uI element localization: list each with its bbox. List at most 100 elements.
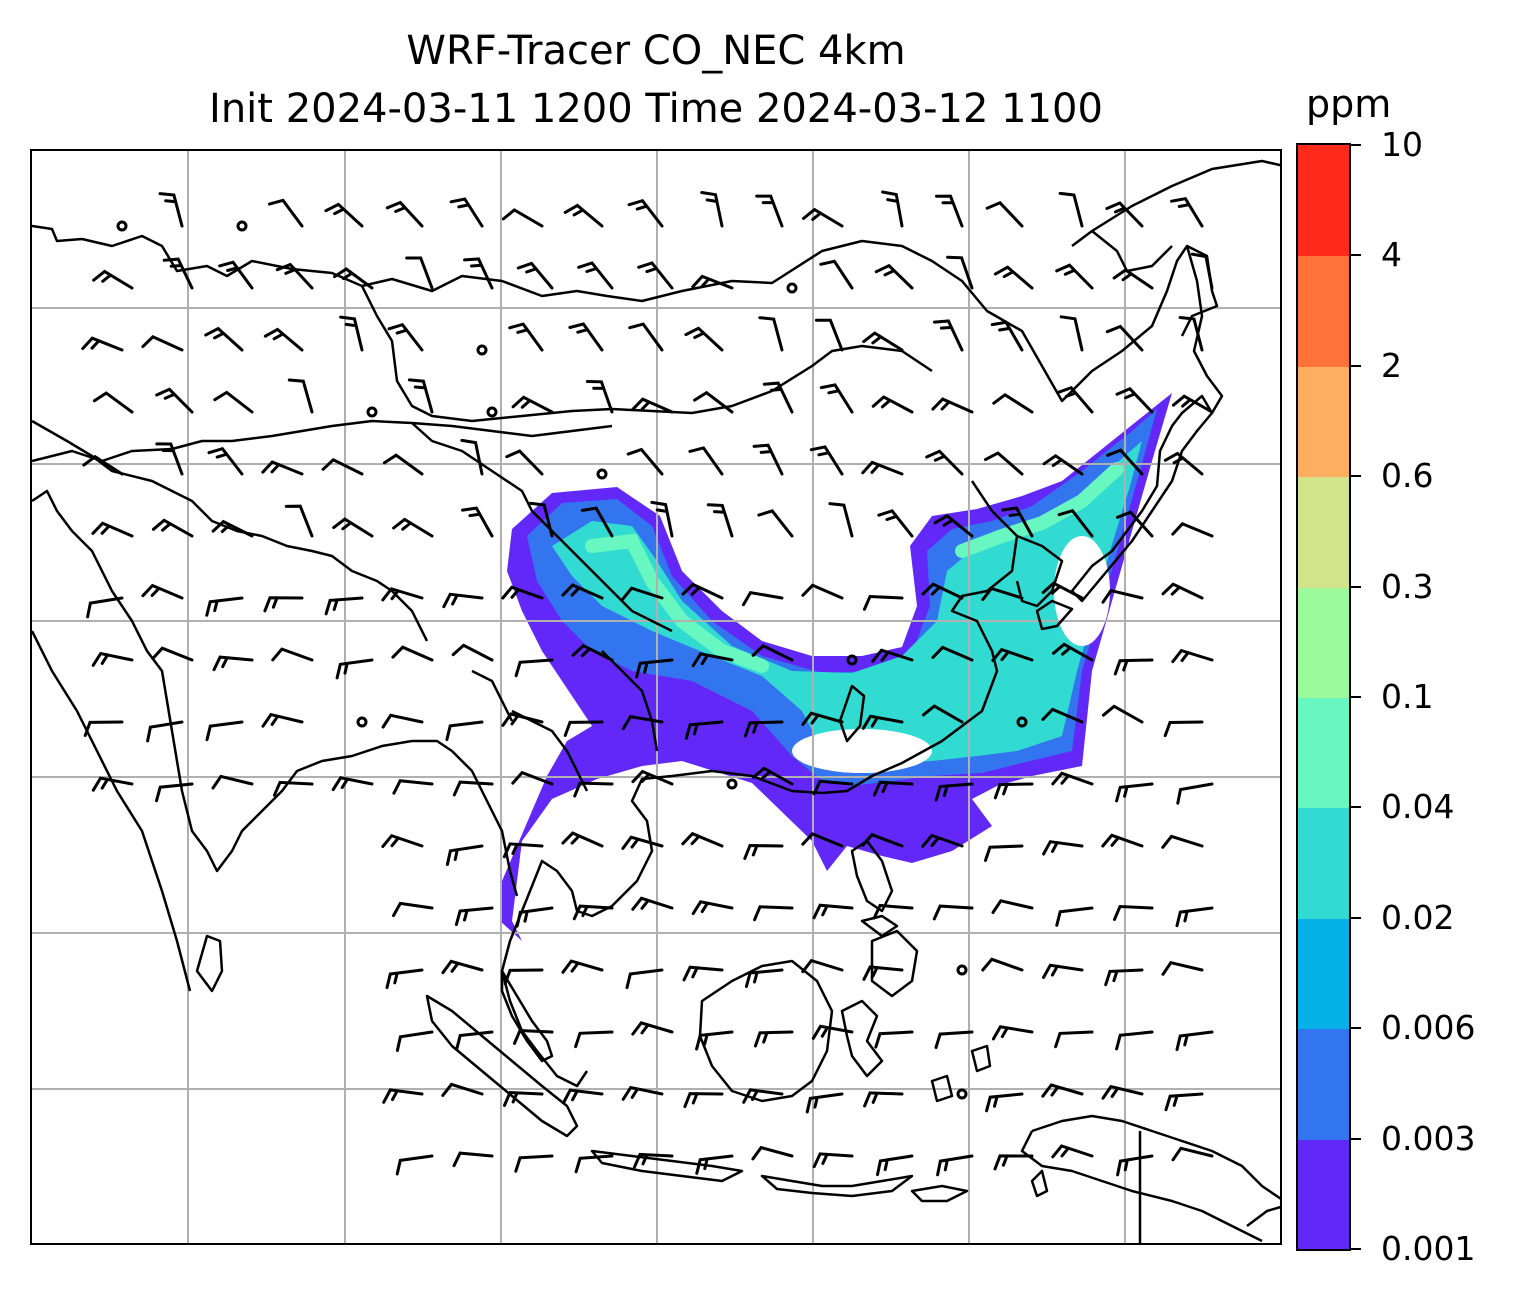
wind-barb bbox=[218, 260, 254, 290]
wind-barb bbox=[503, 968, 544, 986]
colorbar bbox=[1296, 143, 1351, 1251]
wind-barb bbox=[695, 1154, 734, 1175]
colorbar-tick bbox=[1351, 585, 1361, 588]
wind-barb bbox=[992, 392, 1034, 414]
map-gridlines bbox=[32, 151, 1280, 1243]
wind-barb bbox=[874, 263, 914, 290]
colorbar-tick bbox=[1351, 364, 1361, 367]
wind-barb bbox=[1101, 704, 1144, 724]
wind-barb bbox=[621, 1085, 664, 1101]
colorbar-segment bbox=[1298, 255, 1349, 367]
colorbar-tick bbox=[1351, 1137, 1361, 1140]
wind-barb bbox=[460, 438, 484, 476]
wind-barb bbox=[872, 780, 914, 797]
taiwan-island bbox=[838, 684, 866, 743]
colorbar-tick bbox=[1351, 144, 1361, 146]
wind-barb bbox=[706, 503, 734, 538]
wind-barb bbox=[449, 197, 484, 228]
calm-wind-marker bbox=[596, 468, 608, 480]
wind-barb bbox=[392, 901, 434, 918]
wind-barb bbox=[693, 390, 734, 414]
wind-barb bbox=[993, 782, 1034, 800]
wind-barb bbox=[681, 831, 724, 848]
wind-barb bbox=[1055, 263, 1094, 290]
wind-barb bbox=[1116, 1154, 1154, 1177]
wind-barb bbox=[743, 843, 784, 860]
indochina-coast bbox=[500, 769, 823, 1088]
wind-barb bbox=[1161, 961, 1204, 976]
wind-barb bbox=[381, 833, 424, 848]
wind-barb bbox=[921, 582, 964, 600]
wind-barb bbox=[452, 780, 494, 797]
wind-barb bbox=[1112, 268, 1154, 290]
wind-barb bbox=[1041, 707, 1084, 724]
calm-wind-marker bbox=[846, 654, 858, 666]
calm-wind-marker bbox=[366, 406, 378, 418]
wind-barb bbox=[1051, 771, 1094, 786]
wind-barb bbox=[511, 770, 554, 786]
colorbar-segment bbox=[1298, 476, 1349, 588]
wind-barb bbox=[946, 255, 974, 290]
map-title-line1: WRF-Tracer CO_NEC 4km bbox=[406, 28, 906, 74]
wind-barb bbox=[501, 712, 544, 727]
wind-barb bbox=[814, 318, 844, 352]
wind-barb bbox=[936, 1154, 974, 1177]
wind-barb bbox=[872, 903, 914, 920]
wind-barb bbox=[381, 713, 424, 729]
calm-wind-marker bbox=[1016, 716, 1028, 728]
wind-barb bbox=[391, 645, 434, 662]
wind-barb bbox=[751, 766, 794, 786]
wind-barb bbox=[934, 1030, 974, 1049]
wind-barb bbox=[455, 1030, 494, 1051]
wind-barb bbox=[863, 1091, 904, 1108]
colorbar-segment bbox=[1298, 145, 1349, 257]
wind-barb bbox=[990, 320, 1024, 352]
colorbar-tick-label: 0.6 bbox=[1381, 456, 1434, 496]
wind-barb bbox=[1051, 1144, 1094, 1159]
borneo-island bbox=[698, 959, 834, 1103]
wind-barb bbox=[981, 586, 1024, 602]
tracer-plume bbox=[500, 393, 1172, 941]
wind-barb bbox=[932, 904, 974, 921]
wind-barb bbox=[631, 769, 674, 786]
wind-barb bbox=[501, 208, 544, 228]
wind-barb bbox=[801, 958, 844, 974]
wind-barb bbox=[1104, 968, 1144, 987]
wind-barb bbox=[213, 390, 254, 414]
coastlines-borders bbox=[32, 159, 1280, 1243]
plume-core-contour bbox=[585, 462, 1124, 673]
colorbar-tick-label: 0.001 bbox=[1381, 1229, 1476, 1268]
wind-barb bbox=[382, 1088, 424, 1104]
wind-barb bbox=[261, 460, 304, 476]
calm-wind-marker bbox=[356, 716, 368, 728]
wind-barb bbox=[1164, 1092, 1204, 1112]
wind-barb bbox=[463, 257, 494, 290]
wind-barb bbox=[204, 326, 244, 352]
wind-barb bbox=[801, 832, 844, 848]
wind-barb bbox=[445, 844, 484, 866]
wind-barb bbox=[871, 395, 914, 414]
wind-barb bbox=[637, 261, 674, 290]
philippines-luzon bbox=[850, 839, 894, 913]
wind-barb bbox=[572, 904, 614, 921]
wind-barb bbox=[691, 900, 734, 916]
wind-barb bbox=[151, 518, 194, 538]
colorbar-tick bbox=[1351, 475, 1361, 478]
wind-barb bbox=[1171, 648, 1214, 664]
wind-barb bbox=[442, 592, 484, 609]
colorbar-segment bbox=[1298, 917, 1349, 1030]
wind-barb bbox=[1041, 581, 1084, 600]
wind-barb bbox=[621, 586, 664, 601]
wind-barb bbox=[1175, 1030, 1214, 1052]
colorbar-tick bbox=[1351, 1027, 1361, 1030]
wind-barb bbox=[688, 446, 724, 476]
wind-barb bbox=[862, 331, 904, 352]
wind-barb bbox=[272, 780, 314, 797]
new-guinea-island bbox=[1020, 1114, 1280, 1243]
wind-barb bbox=[514, 658, 554, 678]
wind-barb bbox=[626, 447, 664, 476]
wind-barb bbox=[155, 782, 194, 803]
wind-barb bbox=[508, 322, 544, 352]
colorbar-tick-label: 0.1 bbox=[1381, 677, 1434, 716]
calm-wind-marker bbox=[786, 282, 798, 294]
